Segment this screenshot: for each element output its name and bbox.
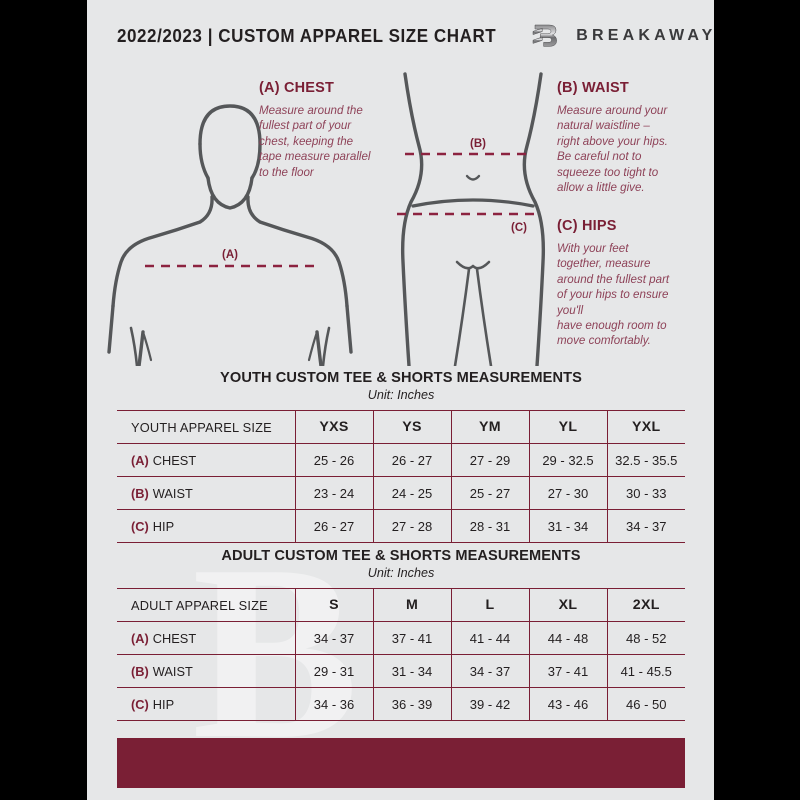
adult-size-header-xl: XL: [528, 588, 607, 622]
note-chest-body: Measure around the fullest part of your …: [259, 104, 371, 179]
table-cell: 36 - 39: [372, 687, 451, 721]
table-row: (C) HIP 34 - 36 36 - 39 39 - 42 43 - 46 46 - 5…: [117, 687, 685, 721]
table-cell: 29 - 32.5: [528, 443, 607, 477]
table-cell: 31 - 34: [372, 654, 451, 688]
note-hips: (C) HIPS With your feet together, measur…: [557, 218, 709, 349]
table-cell: 31 - 34: [528, 509, 607, 543]
table-cell: 24 - 25: [372, 476, 451, 510]
table-cell: 30 - 33: [606, 476, 685, 510]
adult-row-label-hip: (C) HIP: [117, 687, 295, 721]
adult-size-header-l: L: [450, 588, 529, 622]
adult-header-row: ADULT APPAREL SIZE S M L XL 2XL: [117, 588, 685, 622]
youth-size-header-yxs: YXS: [294, 410, 373, 444]
hips-measure-label: (C): [511, 222, 527, 234]
adult-size-header-s: S: [294, 588, 373, 622]
table-cell: 34 - 37: [294, 621, 373, 655]
table-cell: 37 - 41: [372, 621, 451, 655]
row-tag: (A): [131, 452, 149, 468]
table-cell: 32.5 - 35.5: [606, 443, 685, 477]
adult-table-title: ADULT CUSTOM TEE & SHORTS MEASUREMENTS: [221, 548, 581, 564]
note-hips-body: With your feet together, measure around …: [557, 242, 670, 348]
table-cell: 23 - 24: [294, 476, 373, 510]
table-cell: 27 - 29: [450, 443, 529, 477]
youth-size-table: YOUTH APPAREL SIZE YXS YS YM YL YXL (A) CHEST 2…: [117, 410, 685, 543]
row-tag: (B): [131, 485, 149, 501]
table-cell: 43 - 46: [528, 687, 607, 721]
adult-table-block: ADULT CUSTOM TEE & SHORTS MEASUREMENTS U…: [117, 548, 685, 721]
chest-measure-label: (A): [222, 249, 238, 261]
youth-row-label-waist: (B) WAIST: [117, 476, 295, 510]
youth-size-header-ys: YS: [372, 410, 451, 444]
table-cell: 27 - 28: [372, 509, 451, 543]
table-cell: 37 - 41: [528, 654, 607, 688]
youth-size-header-yxl: YXL: [606, 410, 685, 444]
table-row: (C) HIP 26 - 27 27 - 28 28 - 31 31 - 34 34 - 3…: [117, 509, 685, 543]
table-cell: 41 - 44: [450, 621, 529, 655]
table-cell: 46 - 50: [606, 687, 685, 721]
adult-table-unit: Unit: Inches: [367, 566, 435, 580]
youth-table-unit: Unit: Inches: [367, 388, 435, 402]
brand-name: BREAKAWAY: [576, 27, 714, 44]
youth-table-title: YOUTH CUSTOM TEE & SHORTS MEASUREMENTS: [220, 370, 582, 386]
table-cell: 29 - 31: [294, 654, 373, 688]
brand-lockup: BREAKAWAY: [529, 19, 714, 53]
youth-table-head: YOUTH APPAREL SIZE YXS YS YM YL YXL: [117, 410, 685, 444]
table-cell: 39 - 42: [450, 687, 529, 721]
breakaway-b-logo-icon: [532, 24, 558, 47]
youth-table-body: (A) CHEST 25 - 26 26 - 27 27 - 29 29 - 32.5 32…: [117, 443, 685, 543]
table-cell: 48 - 52: [606, 621, 685, 655]
note-chest-heading: (A) CHEST: [259, 80, 335, 96]
page-header: 2022/2023 | CUSTOM APPAREL SIZE CHART: [87, 0, 714, 72]
lower-body-outline: [400, 72, 546, 366]
table-row: (B) WAIST 29 - 31 31 - 34 34 - 37 37 - 41 41 -…: [117, 654, 685, 688]
table-cell: 41 - 45.5: [606, 654, 685, 688]
table-cell: 44 - 48: [528, 621, 607, 655]
row-tag: (A): [131, 630, 149, 646]
row-tag: (C): [131, 696, 149, 712]
table-cell: 28 - 31: [450, 509, 529, 543]
page-title: 2022/2023 | CUSTOM APPAREL SIZE CHART: [117, 25, 497, 46]
table-cell: 25 - 27: [450, 476, 529, 510]
youth-size-header-yl: YL: [528, 410, 607, 444]
adult-size-header-m: M: [372, 588, 451, 622]
adult-size-table: ADULT APPAREL SIZE S M L XL 2XL (A) CHEST 34 - …: [117, 588, 685, 721]
adult-row-label-chest: (A) CHEST: [117, 621, 295, 655]
youth-row-label-chest: (A) CHEST: [117, 443, 295, 477]
youth-table-block: YOUTH CUSTOM TEE & SHORTS MEASUREMENTS U…: [117, 370, 685, 543]
table-cell: 26 - 27: [294, 509, 373, 543]
upper-body-outline: [107, 104, 353, 366]
footer-bar: [117, 738, 685, 788]
table-row: (B) WAIST 23 - 24 24 - 25 25 - 27 27 - 30 30 -…: [117, 476, 685, 510]
note-chest: (A) CHEST Measure around the fullest par…: [259, 80, 409, 180]
adult-table-body: (A) CHEST 34 - 37 37 - 41 41 - 44 44 - 48 48 -…: [117, 621, 685, 721]
note-waist-heading: (B) WAIST: [557, 80, 629, 96]
youth-row-label-hip: (C) HIP: [117, 509, 295, 543]
note-waist-body: Measure around your natural waistline – …: [557, 104, 668, 195]
table-cell: 34 - 36: [294, 687, 373, 721]
youth-header-row: YOUTH APPAREL SIZE YXS YS YM YL YXL: [117, 410, 685, 444]
table-cell: 25 - 26: [294, 443, 373, 477]
adult-label-header: ADULT APPAREL SIZE: [117, 588, 295, 622]
note-waist: (B) WAIST Measure around your natural wa…: [557, 80, 707, 195]
adult-table-head: ADULT APPAREL SIZE S M L XL 2XL: [117, 588, 685, 622]
body-diagrams: (A) (B) (C): [107, 72, 546, 366]
note-hips-heading: (C) HIPS: [557, 218, 617, 234]
waist-measure-label: (B): [470, 138, 486, 150]
row-tag: (C): [131, 518, 149, 534]
youth-label-header: YOUTH APPAREL SIZE: [117, 410, 295, 444]
adult-size-header-2xl: 2XL: [606, 588, 685, 622]
table-cell: 26 - 27: [372, 443, 451, 477]
size-chart-page: B 2022/2023 | CUSTOM APPAREL SIZE CHART: [87, 0, 714, 800]
illustration-area: (A) (B) (C) (A) CHEST Measure around the…: [87, 66, 714, 366]
table-row: (A) CHEST 25 - 26 26 - 27 27 - 29 29 - 32.5 32…: [117, 443, 685, 477]
youth-size-header-ym: YM: [450, 410, 529, 444]
row-tag: (B): [131, 663, 149, 679]
table-row: (A) CHEST 34 - 37 37 - 41 41 - 44 44 - 48 48 -…: [117, 621, 685, 655]
table-cell: 34 - 37: [450, 654, 529, 688]
table-cell: 34 - 37: [606, 509, 685, 543]
adult-row-label-waist: (B) WAIST: [117, 654, 295, 688]
table-cell: 27 - 30: [528, 476, 607, 510]
